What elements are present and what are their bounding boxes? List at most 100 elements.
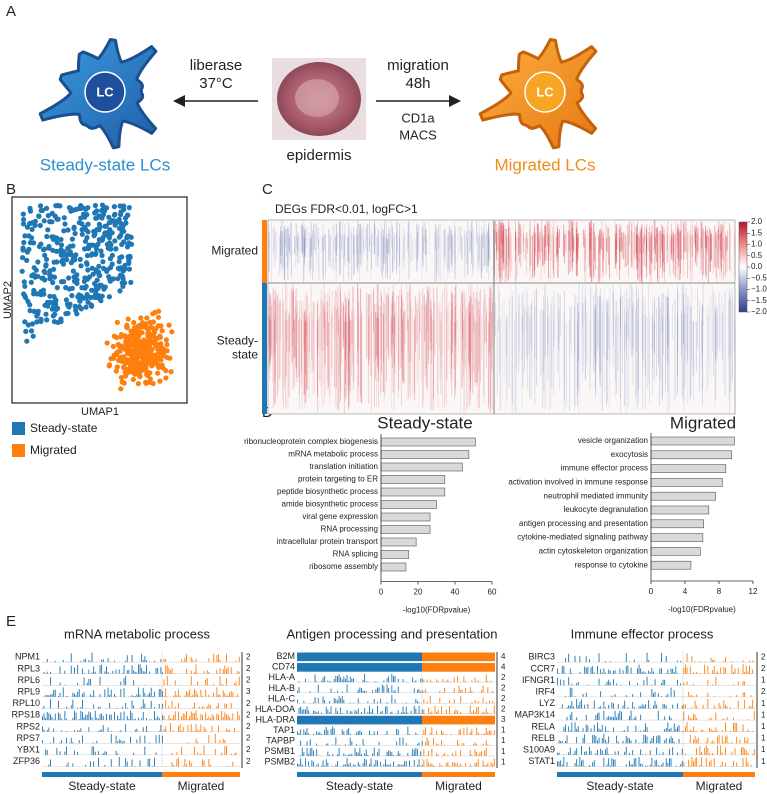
heatmap-cell [558,321,559,349]
track-peak [696,739,697,743]
track-peak [299,708,300,714]
track-peak [300,741,301,746]
heatmap-cell [637,224,638,280]
heatmap-cell [343,234,344,281]
track-peak [180,696,181,697]
track-peak [439,698,440,703]
heatmap-cell [369,222,370,246]
track-peak [197,681,198,685]
heatmap-cell [376,312,377,357]
track-peak [643,735,644,743]
track-peak [465,763,466,766]
umap-point [96,286,101,291]
track-peak [476,728,477,735]
track-peak [213,684,214,685]
track-peak [68,762,69,766]
track-peak [299,687,300,693]
heatmap-cell [607,300,608,361]
umap-point [26,322,31,327]
track-peak [220,676,221,685]
umap-point [131,377,136,382]
umap-point [101,266,106,271]
track-peak [92,653,93,662]
heatmap-cell [363,239,364,254]
track-peak [478,733,479,735]
track-peak [191,671,192,674]
heatmap-cell [727,236,728,272]
heatmap-cell [456,283,457,332]
umap-point [66,275,71,280]
track-peak [114,694,115,697]
track-peak [415,709,416,714]
track-peak [679,725,680,732]
heatmap-cell [429,222,430,256]
heatmap-cell [536,289,537,386]
track-peak [452,692,453,693]
track-peak [594,760,595,766]
heatmap-cell [652,299,653,368]
track-peak [476,763,477,767]
track-peak [200,725,201,732]
track-peak [611,754,612,755]
track-peak [465,688,466,692]
track-peak [688,715,689,720]
track-peak [727,736,728,744]
track-peak [226,714,227,720]
track-peak [428,740,429,745]
heatmap-cell [486,307,487,342]
track-peak [576,759,577,766]
track-peak [140,664,141,673]
umap-point [55,306,60,311]
heatmap-cell [353,287,354,381]
track-peak [631,668,632,674]
heatmap-cell [447,232,448,278]
track-peak [685,726,686,731]
track-peak [60,683,61,686]
umap-point [139,361,144,366]
track-peak [725,705,726,709]
track-peak [300,755,301,756]
track-peak [653,671,654,673]
track-peak [64,685,65,686]
track-peak [491,762,492,766]
heatmap-cell [678,225,679,259]
heatmap-cell [341,301,342,363]
heatmap-cell [315,223,316,254]
bar [381,476,445,484]
track-peak [444,745,445,746]
track-peak [557,669,558,674]
track-peak [196,739,197,744]
track-peak [135,766,136,767]
bar [651,451,732,459]
heatmap-cell [594,231,595,261]
umap-point [39,208,44,213]
heatmap-cell [316,223,317,269]
track-peak [559,753,560,755]
track-peak [342,696,343,703]
track-peak [449,706,450,714]
track-peak [197,694,198,697]
track-peak [53,719,54,720]
track-peak [722,762,723,767]
track-peak [326,759,327,766]
heatmap-cell [350,227,351,263]
track-peak [329,701,330,703]
umap-point [140,343,145,348]
track-peak [303,752,304,756]
track-peak [165,719,166,720]
track-peak [319,732,320,735]
track-peak [701,730,702,732]
track-peak [419,702,420,703]
track-peak [366,681,367,682]
umap-point [94,208,99,213]
track-peak [135,672,136,674]
umap-point [21,217,26,222]
track-peak [355,765,356,767]
heatmap-cell [544,287,545,358]
umap-point [155,347,160,352]
track-peak [587,685,588,686]
track-peak [722,730,723,732]
heatmap-cell [498,284,499,332]
track-peak [575,751,576,755]
legend: Steady-stateMigrated [12,421,98,457]
